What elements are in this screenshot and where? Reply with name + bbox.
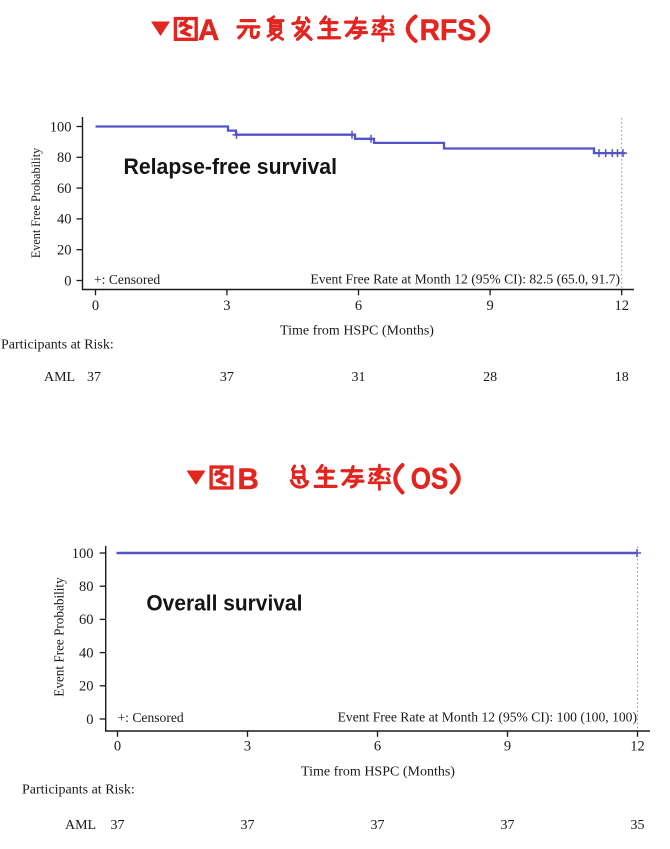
svg-text:9: 9 xyxy=(504,739,511,755)
svg-text:OS: OS xyxy=(411,463,449,496)
svg-text:3: 3 xyxy=(223,298,230,314)
svg-text:Time from HSPC (Months): Time from HSPC (Months) xyxy=(301,765,455,780)
svg-text:Participants at Risk:: Participants at Risk: xyxy=(1,338,114,353)
svg-text:+: Censored: +: Censored xyxy=(118,710,184,725)
svg-text:28: 28 xyxy=(483,370,497,385)
svg-text:40: 40 xyxy=(57,212,72,228)
svg-text:Participants at Risk:: Participants at Risk: xyxy=(22,783,135,798)
svg-text:9: 9 xyxy=(486,298,493,314)
svg-text:Event Free Probability: Event Free Probability xyxy=(29,147,43,258)
svg-text:37: 37 xyxy=(241,818,255,833)
svg-text:37: 37 xyxy=(501,818,515,833)
svg-text:100: 100 xyxy=(50,119,72,135)
svg-text:100: 100 xyxy=(72,546,94,562)
svg-text:37: 37 xyxy=(111,818,125,833)
svg-text:RFS: RFS xyxy=(420,14,477,47)
svg-text:Time from HSPC (Months): Time from HSPC (Months) xyxy=(280,324,434,339)
svg-text:Event Free Probability: Event Free Probability xyxy=(52,577,67,697)
svg-text:20: 20 xyxy=(57,243,72,259)
svg-text:40: 40 xyxy=(79,645,94,661)
svg-text:AML: AML xyxy=(44,370,75,385)
svg-text:60: 60 xyxy=(79,612,94,628)
svg-text:80: 80 xyxy=(79,579,94,595)
svg-text:A: A xyxy=(198,14,219,47)
svg-text:3: 3 xyxy=(244,739,251,755)
svg-text:AML: AML xyxy=(65,818,96,833)
svg-text:37: 37 xyxy=(220,370,234,385)
svg-text:0: 0 xyxy=(92,298,99,314)
svg-text:35: 35 xyxy=(631,818,645,833)
svg-text:37: 37 xyxy=(87,370,101,385)
svg-text:Relapse-free survival: Relapse-free survival xyxy=(124,154,338,179)
svg-text:0: 0 xyxy=(64,273,71,289)
svg-text:12: 12 xyxy=(614,298,629,314)
svg-text:18: 18 xyxy=(615,370,629,385)
svg-text:+: Censored: +: Censored xyxy=(94,272,160,287)
svg-text:6: 6 xyxy=(374,739,381,755)
svg-text:37: 37 xyxy=(371,818,385,833)
svg-text:60: 60 xyxy=(57,181,72,197)
svg-text:20: 20 xyxy=(79,679,94,695)
svg-text:31: 31 xyxy=(352,370,366,385)
svg-text:0: 0 xyxy=(114,739,121,755)
svg-text:0: 0 xyxy=(86,712,93,728)
svg-text:12: 12 xyxy=(630,739,645,755)
svg-text:B: B xyxy=(238,463,259,496)
svg-text:6: 6 xyxy=(355,298,362,314)
svg-text:Event Free Rate at Month 12 (9: Event Free Rate at Month 12 (95% CI): 82… xyxy=(310,272,620,288)
svg-text:Event Free Rate at Month 12 (9: Event Free Rate at Month 12 (95% CI): 10… xyxy=(338,710,637,726)
svg-text:80: 80 xyxy=(57,150,72,166)
svg-text:Overall survival: Overall survival xyxy=(146,591,302,616)
